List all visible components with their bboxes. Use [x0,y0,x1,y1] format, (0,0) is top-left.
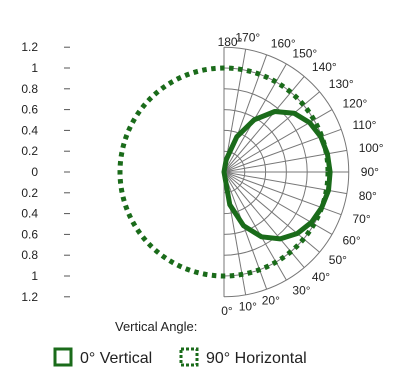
y-tick-label-11: 1 [31,269,38,283]
angle-label-130: 130° [329,77,354,91]
angle-label-90: 90° [361,165,379,179]
legend-icon-dotted [179,347,199,367]
angle-label-150: 150° [292,47,317,61]
angle-label-30: 30° [292,284,310,298]
angle-label-110: 110° [353,118,377,132]
y-tick-label-3: 0.6 [21,103,38,117]
y-tick-label-6: 0 [31,165,38,179]
legend-icon-solid [53,347,73,367]
angle-label-40: 40° [312,270,330,284]
y-tick-label-9: 0.6 [21,227,38,241]
y-tick-label-5: 0.2 [21,144,38,158]
angle-label-140: 140° [312,60,337,74]
angle-label-80: 80° [359,189,377,203]
angle-label-10: 10° [239,300,257,314]
y-tick-label-8: 0.4 [21,207,38,221]
angle-label-100: 100° [359,141,384,155]
legend-label-90-horizontal: 90° Horizontal [206,350,307,367]
y-tick-label-1: 1 [31,61,38,75]
y-tick-label-4: 0.4 [21,123,38,137]
angle-label-50: 50° [329,253,347,267]
angle-label-180: 180° [218,35,243,49]
y-tick-label-10: 0.8 [21,248,38,262]
angle-label-0: 0° [221,304,233,318]
legend: 0° Vertical 90° Horizontal [53,347,307,367]
angle-label-20: 20° [262,294,280,308]
y-axis-ticks: 1.2 1 0.8 0.6 0.4 0.2 0 0.2 0.4 0.6 0.8 1 1.2 [21,40,70,304]
y-tick-label-12: 1.2 [21,290,38,304]
y-tick-label-7: 0.2 [21,186,38,200]
y-tick-label-2: 0.8 [21,82,38,96]
y-tick-label-0: 1.2 [21,40,38,54]
angle-axis-title: Vertical Angle: [115,319,197,334]
series-0-vertical [221,109,333,242]
angle-label-70: 70° [353,212,371,226]
legend-label-0-vertical: 0° Vertical [80,350,152,367]
series-group [117,65,333,279]
angle-label-170: 170° [235,30,260,44]
angle-label-160: 160° [271,37,296,51]
angle-label-60: 60° [343,233,361,247]
angle-axis-ticks: 0° 10° 20° 30°40° 50° 60° 70° 80° 90° 100° 110° 120… [218,30,384,318]
angle-label-120: 120° [343,97,368,111]
